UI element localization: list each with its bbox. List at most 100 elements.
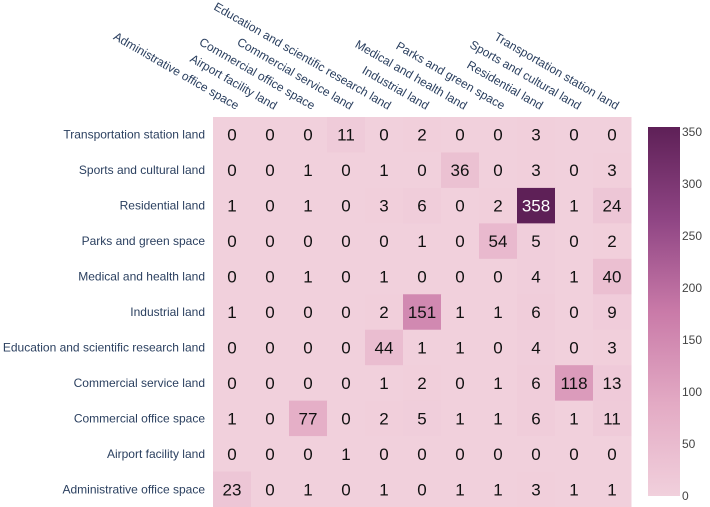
heatmap-cell [251,187,290,224]
cell-value-label: 1 [493,409,502,428]
heatmap-cell [403,436,442,473]
heatmap-cell [479,329,518,366]
heatmap-cell [327,152,366,189]
heatmap-cell [327,117,366,153]
heatmap-cell [403,223,442,260]
cell-value-label: 4 [531,338,540,357]
cell-value-label: 0 [265,161,274,180]
cell-value-label: 1 [493,374,502,393]
heatmap-cell [593,258,632,295]
heatmap-cell [251,152,290,189]
heatmap-cell [365,152,404,189]
cell-value-label: 0 [493,161,502,180]
heatmap-cells: 0 0 0 11 0 2 0 0 3 0 00 0 1 0 1 0 36 0 3 0 31 0 1 0 3 6 0 2 358 1 240 0… [213,117,632,507]
cell-value-label: 13 [603,374,622,393]
cell-value-label: 0 [493,126,502,145]
heatmap-cell [441,152,480,189]
heatmap-cell [251,294,290,331]
heatmap-cell [479,223,518,260]
heatmap-cell [479,294,518,331]
heatmap-cell [479,436,518,473]
heatmap-cell [555,400,594,437]
heatmap-cell [251,400,290,437]
cell-value-label: 1 [227,409,236,428]
heatmap-cell [251,329,290,366]
cell-value-label: 0 [607,445,616,464]
cell-value-label: 2 [607,232,616,251]
cell-value-label: 0 [569,445,578,464]
heatmap-cell [479,365,518,402]
cell-value-label: 1 [569,197,578,216]
cell-value-label: 2 [417,126,426,145]
colorbar-tick-label: 0 [682,489,689,503]
cell-value-label: 0 [607,126,616,145]
heatmap-cell [555,365,594,402]
heatmap-cell [213,152,252,189]
heatmap-cell [327,365,366,402]
heatmap-cell [251,223,290,260]
cell-value-label: 54 [489,232,508,251]
cell-value-label: 9 [607,303,616,322]
heatmap-cell [365,294,404,331]
cell-value-label: 1 [303,268,312,287]
cell-value-label: 0 [265,303,274,322]
cell-value-label: 0 [455,445,464,464]
cell-value-label: 0 [455,126,464,145]
heatmap-cell [517,329,556,366]
cell-value-label: 1 [493,303,502,322]
heatmap-cell [289,258,328,295]
cell-value-label: 3 [531,161,540,180]
cell-value-label: 0 [455,232,464,251]
cell-value-label: 2 [379,303,388,322]
cell-value-label: 0 [493,268,502,287]
heatmap-cell [365,329,404,366]
cell-value-label: 1 [607,480,616,499]
heatmap-cell [441,471,480,507]
heatmap-cell [441,365,480,402]
heatmap-cell [403,400,442,437]
cell-value-label: 358 [522,197,550,216]
heatmap-cell [555,329,594,366]
heatmap-cell [479,400,518,437]
cell-value-label: 0 [227,374,236,393]
cell-value-label: 0 [303,232,312,251]
colorbar-tick-label: 100 [682,385,702,399]
cell-value-label: 23 [223,480,242,499]
cell-value-label: 0 [493,445,502,464]
cell-value-label: 11 [603,409,621,428]
heatmap-cell [441,223,480,260]
cell-value-label: 0 [569,232,578,251]
cell-value-label: 6 [531,374,540,393]
heatmap-cell [517,400,556,437]
cell-value-label: 1 [341,445,350,464]
heatmap-cell [251,117,290,153]
cell-value-label: 0 [265,197,274,216]
heatmap-cell [479,258,518,295]
y-tick-label: Residential land [120,199,205,213]
cell-value-label: 36 [451,161,470,180]
heatmap-cell [327,329,366,366]
cell-value-label: 0 [341,161,350,180]
cell-value-label: 1 [455,480,464,499]
cell-value-label: 1 [417,338,426,357]
colorbar-gradient [648,127,680,496]
heatmap-cell [213,258,252,295]
heatmap-cell [593,117,632,153]
heatmap-cell [289,471,328,507]
heatmap-cell [289,294,328,331]
cell-value-label: 0 [265,268,274,287]
cell-value-label: 118 [560,374,587,393]
heatmap-cell [593,436,632,473]
heatmap-cell [365,400,404,437]
heatmap-cell [555,436,594,473]
heatmap-cell [403,117,442,153]
cell-value-label: 0 [227,232,236,251]
heatmap-cell [365,223,404,260]
cell-value-label: 0 [417,161,426,180]
cell-value-label: 1 [303,480,312,499]
heatmap-cell [517,365,556,402]
cell-value-label: 1 [379,161,388,180]
y-tick-label: Commercial office space [74,411,205,425]
